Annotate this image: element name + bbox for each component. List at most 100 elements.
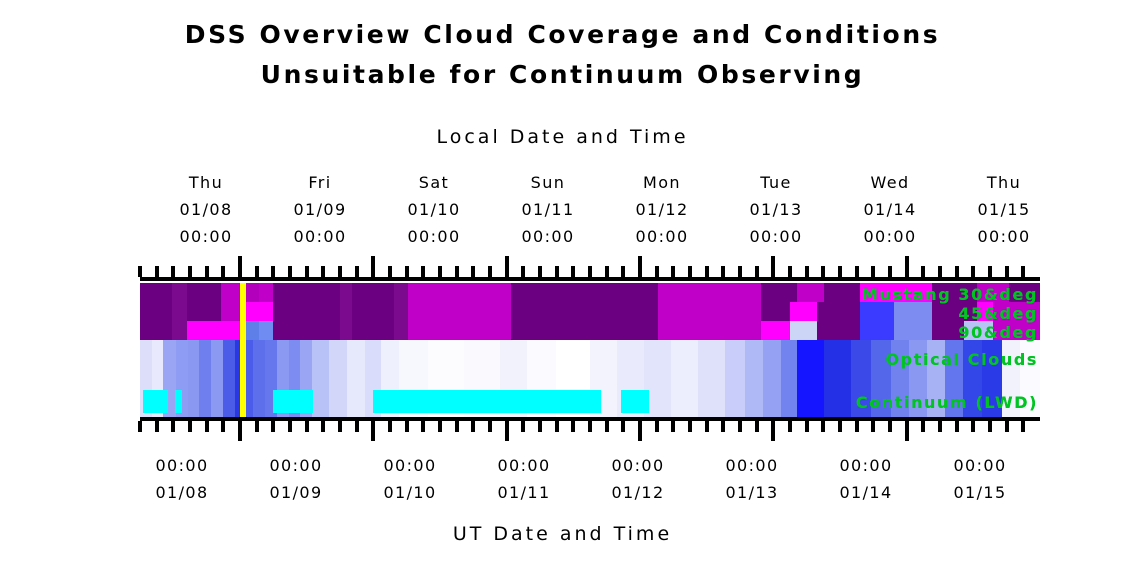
axis-tick-minor xyxy=(188,266,192,277)
heatmap-cell xyxy=(234,340,243,386)
heatmap-cell xyxy=(860,283,933,302)
bottom-date-label: 00:00 01/11 xyxy=(464,452,584,506)
bottom-axis-rail xyxy=(140,417,1040,421)
axis-tick-major xyxy=(371,256,376,277)
axis-tick-minor xyxy=(221,266,226,277)
heatmap-cell xyxy=(761,321,776,340)
axis-tick-major xyxy=(238,421,242,441)
continuum-flag-cell xyxy=(175,390,183,413)
bottom-date-label: 00:00 01/10 xyxy=(350,452,470,506)
heatmap-cell xyxy=(1002,340,1021,386)
axis-tick-major xyxy=(504,421,509,441)
axis-tick-minor xyxy=(421,421,426,432)
axis-tick-minor xyxy=(288,421,292,432)
axis-tick-minor xyxy=(404,266,409,277)
top-date-label-time: 00:00 xyxy=(749,227,803,246)
heatmap-cell xyxy=(797,386,825,417)
top-date-label-dow: Fri xyxy=(308,173,332,192)
heatmap-cell xyxy=(860,321,895,340)
axis-tick-minor xyxy=(1021,421,1026,432)
bottom-date-label-time: 00:00 xyxy=(839,456,893,475)
heatmap-cell xyxy=(1020,386,1040,417)
heatmap-cell xyxy=(186,283,222,302)
heatmap-cell xyxy=(762,386,782,417)
bottom-date-label-time: 00:00 xyxy=(269,456,323,475)
axis-tick-major xyxy=(904,256,909,277)
axis-tick-minor xyxy=(688,266,692,277)
axis-tick-minor xyxy=(654,421,659,432)
axis-tick-minor xyxy=(888,266,892,277)
heatmap-cell xyxy=(982,340,1003,386)
heatmap-cell xyxy=(221,283,244,302)
axis-tick-minor xyxy=(671,421,676,432)
continuum-flag-cell xyxy=(142,390,168,413)
heatmap-cell xyxy=(926,340,946,386)
heatmap-cell xyxy=(890,386,910,417)
axis-tick-minor xyxy=(488,266,492,277)
axis-tick-minor xyxy=(221,421,226,432)
heatmap-cell xyxy=(464,340,501,386)
heatmap-cell xyxy=(824,340,852,386)
heatmap-cell xyxy=(242,321,260,340)
top-date-label-date: 01/14 xyxy=(863,200,917,219)
heatmap-cell xyxy=(870,386,892,417)
axis-tick-minor xyxy=(621,266,626,277)
heatmap-cell xyxy=(908,340,928,386)
axis-tick-minor xyxy=(204,421,209,432)
heatmap-cell xyxy=(140,283,173,302)
bottom-date-label-date: 01/12 xyxy=(611,483,665,502)
legend-mustang-90: 90&deg xyxy=(958,323,1038,342)
top-date-label-time: 00:00 xyxy=(179,227,233,246)
heatmap-cell xyxy=(253,386,266,417)
axis-tick-minor xyxy=(938,266,942,277)
band-continuum-lwd xyxy=(140,386,1040,417)
axis-tick-minor xyxy=(888,421,892,432)
axis-tick-major xyxy=(771,256,776,277)
heatmap-cell xyxy=(187,386,200,417)
heatmap-cell xyxy=(761,283,798,302)
heatmap-cell xyxy=(381,340,400,386)
axis-tick-minor xyxy=(988,266,992,277)
heatmap-cell xyxy=(510,321,659,340)
heatmap-cell xyxy=(352,302,395,321)
axis-tick-minor xyxy=(388,421,392,432)
heatmap-cell xyxy=(408,302,512,321)
bottom-date-label-date: 01/14 xyxy=(839,483,893,502)
axis-tick-minor xyxy=(571,421,576,432)
axis-tick-minor xyxy=(554,421,559,432)
heatmap-cell xyxy=(1008,283,1040,302)
bottom-date-label-date: 01/15 xyxy=(953,483,1007,502)
heatmap-cell xyxy=(273,283,341,302)
heatmap-cell xyxy=(242,283,260,302)
heatmap-cell xyxy=(211,340,224,386)
top-date-label-time: 00:00 xyxy=(521,227,575,246)
heatmap-cell xyxy=(816,321,861,340)
heatmap-cell xyxy=(242,302,260,321)
top-date-label-dow: Thu xyxy=(188,173,224,192)
heatmap-cell xyxy=(762,340,782,386)
axis-tick-minor xyxy=(138,266,142,277)
heatmap-cell xyxy=(657,302,762,321)
heatmap-cell xyxy=(932,321,965,340)
top-date-label-dow: Sat xyxy=(418,173,450,192)
axis-tick-minor xyxy=(588,266,592,277)
axis-tick-major xyxy=(504,256,509,277)
top-date-label-time: 00:00 xyxy=(407,227,461,246)
heatmap-cell xyxy=(347,340,366,386)
axis-tick-minor xyxy=(654,266,659,277)
top-date-label-date: 01/12 xyxy=(635,200,689,219)
heatmap-cell xyxy=(761,302,791,321)
band-optical-clouds xyxy=(140,340,1040,386)
axis-tick-major xyxy=(638,256,642,277)
heatmap-row xyxy=(140,283,1040,302)
axis-tick-minor xyxy=(954,421,959,432)
heatmap-cell xyxy=(894,302,933,321)
axis-tick-minor xyxy=(871,266,876,277)
axis-tick-minor xyxy=(721,421,726,432)
heatmap-cell xyxy=(555,340,591,386)
top-date-label-date: 01/11 xyxy=(521,200,575,219)
axis-tick-major xyxy=(904,421,909,441)
bottom-date-label-date: 01/09 xyxy=(269,483,323,502)
heatmap-cell xyxy=(329,386,348,417)
top-date-label-date: 01/15 xyxy=(977,200,1031,219)
